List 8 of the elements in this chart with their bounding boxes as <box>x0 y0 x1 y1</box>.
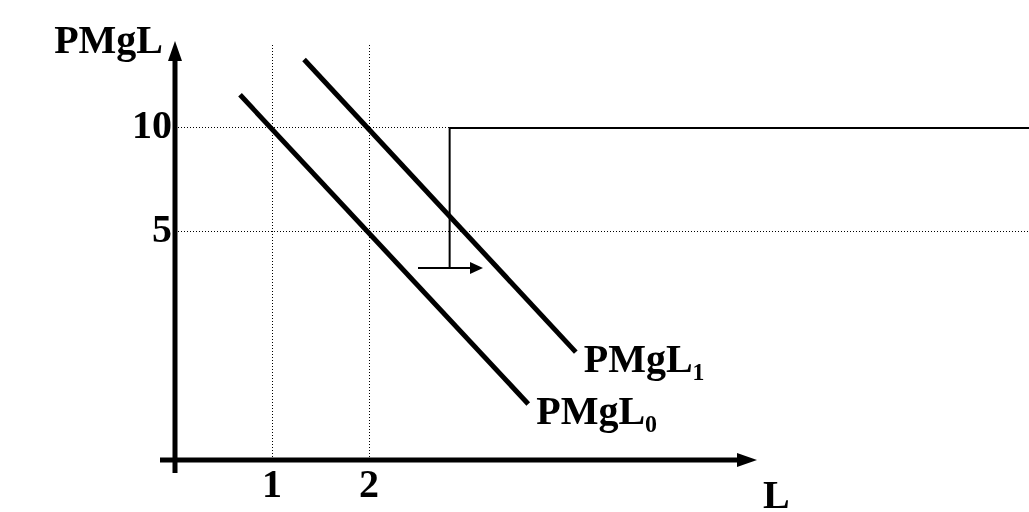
y-tick-label: 5 <box>152 206 172 252</box>
y-tick-label: 10 <box>132 102 172 148</box>
series-label: PMgL₀ <box>536 388 658 434</box>
y-axis-title: PMgL <box>54 17 163 62</box>
x-tick-label: 1 <box>262 461 283 507</box>
x-tick-label: 2 <box>359 461 380 507</box>
series-label: PMgL₁ <box>583 336 705 382</box>
x-axis-title: L <box>763 472 790 512</box>
